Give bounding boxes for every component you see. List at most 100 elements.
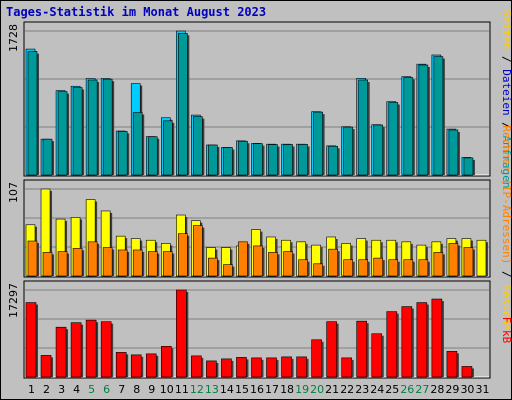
bar-kbytes-0-day-30: [461, 366, 473, 378]
bar-kbytes-0-day-23: [356, 320, 368, 378]
bar-requests-1-day-4: [72, 87, 83, 176]
bar-kbytes-0-day-24: [371, 333, 383, 378]
x-tick-day-21: 21: [325, 383, 339, 396]
x-tick-day-3: 3: [58, 383, 65, 396]
x-tick-day-2: 2: [43, 383, 50, 396]
x-tick-day-13: 13: [205, 383, 219, 396]
x-tick-day-10: 10: [160, 383, 174, 396]
bar-kbytes-0-day-13: [206, 360, 217, 378]
bar-kbytes-0-day-3: [55, 326, 67, 378]
x-tick-day-6: 6: [103, 383, 110, 396]
y-max-label: 17297: [7, 283, 20, 318]
bar-requests-1-day-29: [448, 129, 459, 176]
bar-kbytes-0-day-8: [130, 354, 142, 378]
bar-hosts-1-day-25: [388, 259, 399, 277]
bar-kbytes-0-day-21: [326, 321, 337, 378]
bar-requests-1-day-17: [268, 144, 278, 176]
bar-hosts-1-day-6: [102, 247, 113, 277]
bar-kbytes-0-day-27: [416, 302, 428, 378]
bar-kbytes-0-day-1: [25, 302, 37, 378]
bar-requests-1-day-19: [298, 144, 308, 176]
bar-kbytes-0-day-15: [236, 357, 247, 378]
x-tick-day-26: 26: [400, 383, 414, 396]
x-tick-day-25: 25: [385, 383, 399, 396]
x-tick-day-4: 4: [73, 383, 80, 396]
bar-kbytes-0-day-12: [191, 355, 202, 378]
bar-requests-1-day-27: [418, 64, 429, 176]
bar-requests-1-day-23: [358, 79, 369, 176]
bar-requests-1-day-3: [57, 91, 68, 176]
bar-kbytes-0-day-17: [266, 357, 277, 378]
bar-requests-1-day-24: [373, 124, 384, 176]
bar-hosts-1-day-9: [147, 251, 158, 277]
bar-requests-1-day-30: [463, 157, 474, 176]
bar-hosts-1-day-22: [343, 259, 353, 277]
x-tick-day-28: 28: [430, 383, 444, 396]
bar-hosts-1-day-20: [313, 263, 323, 277]
x-tick-day-17: 17: [265, 383, 279, 396]
x-tick-day-16: 16: [250, 383, 264, 396]
panel-requests: 1728 Seiten / Dateien / Anfragen: [7, 10, 512, 189]
bar-hosts-1-day-11: [178, 233, 188, 277]
bar-requests-1-day-5: [87, 79, 98, 176]
bar-kbytes-0-day-11: [176, 289, 187, 378]
bar-kbytes-0-day-6: [100, 321, 112, 378]
bar-requests-1-day-12: [193, 116, 203, 176]
x-tick-day-30: 30: [460, 383, 474, 396]
bar-hosts-1-day-12: [193, 225, 203, 277]
bar-hosts-1-day-23: [358, 259, 369, 277]
y-max-label: 1728: [7, 24, 20, 52]
x-tick-day-18: 18: [280, 383, 294, 396]
bar-hosts-1-day-4: [72, 248, 83, 277]
bar-requests-1-day-2: [42, 138, 53, 176]
x-tick-day-11: 11: [175, 383, 189, 396]
bar-requests-1-day-7: [117, 131, 128, 176]
x-tick-day-22: 22: [340, 383, 354, 396]
bar-requests-1-day-14: [223, 147, 233, 176]
x-tick-day-31: 31: [475, 383, 489, 396]
bar-requests-1-day-20: [313, 111, 323, 176]
bar-hosts-1-day-30: [463, 247, 474, 277]
bar-requests-1-day-21: [328, 145, 338, 176]
x-axis-day-labels: 1 2 3 4 5 6 7 8 9 10 11 12 13 14 15 16 17 18 19 20 21 22 23 24 2…: [28, 383, 489, 396]
side-label-kbytes: F kB: [500, 317, 512, 344]
bar-hosts-1-day-29: [448, 243, 459, 277]
bar-requests-1-day-10: [162, 120, 173, 176]
series-kbytes-0: [25, 289, 474, 378]
bar-kbytes-0-day-26: [401, 306, 413, 378]
chart-panels: 1728 Seiten / Dateien / Anfragen 107 Rechne…: [7, 10, 512, 379]
x-tick-day-1: 1: [28, 383, 35, 396]
bar-hosts-1-day-24: [373, 257, 384, 277]
x-tick-day-12: 12: [190, 383, 204, 396]
x-tick-day-29: 29: [445, 383, 459, 396]
bar-hosts-1-day-15: [238, 241, 248, 277]
x-tick-day-7: 7: [118, 383, 125, 396]
bar-kbytes-0-day-9: [145, 353, 157, 378]
bar-hosts-1-day-16: [253, 245, 263, 277]
bar-hosts-1-day-17: [268, 252, 278, 277]
x-tick-day-27: 27: [415, 383, 429, 396]
bar-hosts-1-day-3: [57, 251, 68, 277]
bar-hosts-1-day-27: [418, 259, 429, 277]
bar-requests-1-day-6: [102, 78, 113, 176]
bar-kbytes-0-day-2: [40, 355, 52, 378]
side-label-hosts: Rechner (IP-Adressen) / Besuche: [500, 125, 512, 330]
chart-title: Tages-Statistik im Monat August 2023: [6, 5, 266, 19]
bar-requests-1-day-16: [253, 143, 263, 176]
x-tick-day-23: 23: [355, 383, 369, 396]
panel-hosts: 107 Rechner (IP-Adressen) / Besuche: [7, 125, 512, 330]
bar-kbytes-0-day-29: [446, 351, 458, 378]
panel-kbytes: 17297 F kB: [7, 280, 512, 379]
bar-hosts-1-day-10: [162, 251, 173, 277]
bar-hosts-1-day-2: [42, 252, 53, 277]
bar-hosts-1-day-13: [208, 257, 218, 277]
bar-kbytes-0-day-10: [160, 346, 172, 378]
bar-kbytes-0-day-14: [221, 358, 232, 378]
bar-kbytes-0-day-7: [115, 352, 127, 378]
bar-hosts-1-day-5: [87, 241, 98, 277]
bar-requests-1-day-13: [208, 144, 218, 176]
y-max-label: 107: [7, 182, 20, 203]
bar-requests-1-day-15: [238, 140, 248, 176]
bar-hosts-1-day-19: [298, 259, 308, 277]
bar-requests-1-day-28: [433, 56, 444, 176]
